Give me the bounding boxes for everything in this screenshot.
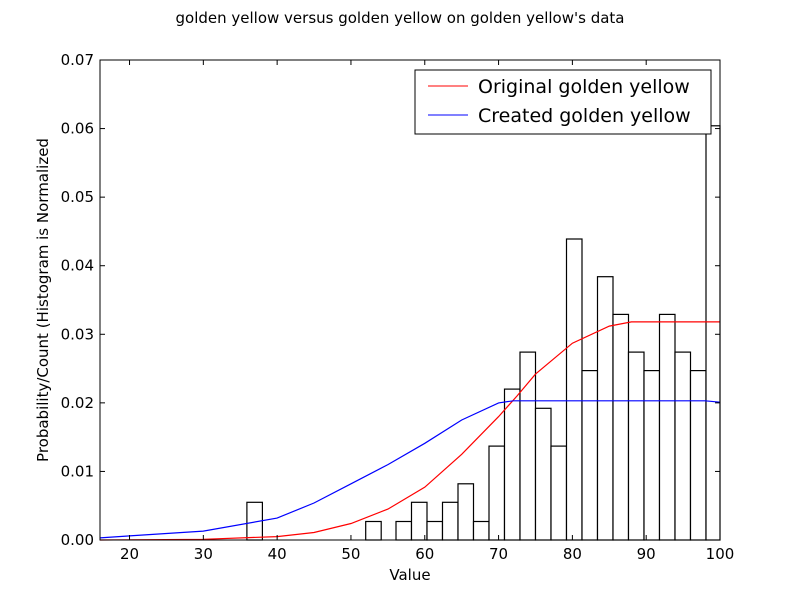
chart-title: golden yellow versus golden yellow on go… xyxy=(176,9,625,27)
legend-label-created: Created golden yellow xyxy=(478,105,691,127)
histogram-bar xyxy=(534,407,552,541)
series-line-original xyxy=(99,321,720,541)
histogram-bar xyxy=(705,125,721,541)
y-tick-label: 0.00 xyxy=(61,531,94,549)
histogram-bar xyxy=(395,520,413,541)
x-tick-label: 60 xyxy=(415,545,434,563)
histogram-bar xyxy=(627,351,645,541)
histogram-bar xyxy=(612,313,630,541)
density-curves xyxy=(99,321,721,541)
y-tick-label: 0.07 xyxy=(61,51,94,69)
y-tick-label: 0.01 xyxy=(61,462,94,480)
legend-box xyxy=(414,69,712,135)
histogram-bar xyxy=(658,313,676,541)
histogram-bar xyxy=(472,520,490,541)
legend-label-original: Original golden yellow xyxy=(478,76,690,98)
x-tick-label: 30 xyxy=(194,545,213,563)
histogram-bar xyxy=(596,276,614,541)
plot-frame xyxy=(99,59,721,541)
y-tick-label: 0.02 xyxy=(61,394,94,412)
series-line-created xyxy=(99,400,721,539)
x-tick-label: 50 xyxy=(341,545,360,563)
histogram-bar xyxy=(503,388,521,541)
x-tick-label: 100 xyxy=(706,545,735,563)
legend: Original golden yellow Created golden ye… xyxy=(414,69,712,135)
histogram-bar xyxy=(550,445,568,541)
y-tick-label: 0.05 xyxy=(61,188,94,206)
y-tick-label: 0.04 xyxy=(61,257,94,275)
x-axis-label: Value xyxy=(389,566,430,584)
histogram-bar xyxy=(565,238,583,541)
histogram-bar xyxy=(674,351,692,541)
x-tick-label: 20 xyxy=(120,545,139,563)
y-axis-label: Probability/Count (Histogram is Normaliz… xyxy=(34,138,52,462)
x-tick-label: 80 xyxy=(563,545,582,563)
histogram-bar xyxy=(441,501,459,541)
y-tick-label: 0.06 xyxy=(61,120,94,138)
x-tick-label: 70 xyxy=(489,545,508,563)
histogram-bar xyxy=(365,520,382,541)
histogram-bar xyxy=(689,370,707,541)
histogram-bar xyxy=(581,370,599,541)
histogram-bars xyxy=(246,125,721,541)
x-tick-label: 40 xyxy=(268,545,287,563)
histogram-bar xyxy=(410,501,428,541)
histogram-bar xyxy=(519,351,537,541)
histogram-bar xyxy=(426,520,444,541)
histogram-bar xyxy=(643,370,661,541)
y-tick-label: 0.03 xyxy=(61,325,94,343)
histogram-bar xyxy=(488,445,506,541)
histogram-bar xyxy=(457,483,475,541)
x-tick-label: 90 xyxy=(637,545,656,563)
x-axis-ticks: 20 30 40 50 60 70 80 90 100 xyxy=(120,60,734,563)
y-axis-ticks: 0.00 0.01 0.02 0.03 0.04 0.05 0.06 0.07 xyxy=(61,51,720,549)
